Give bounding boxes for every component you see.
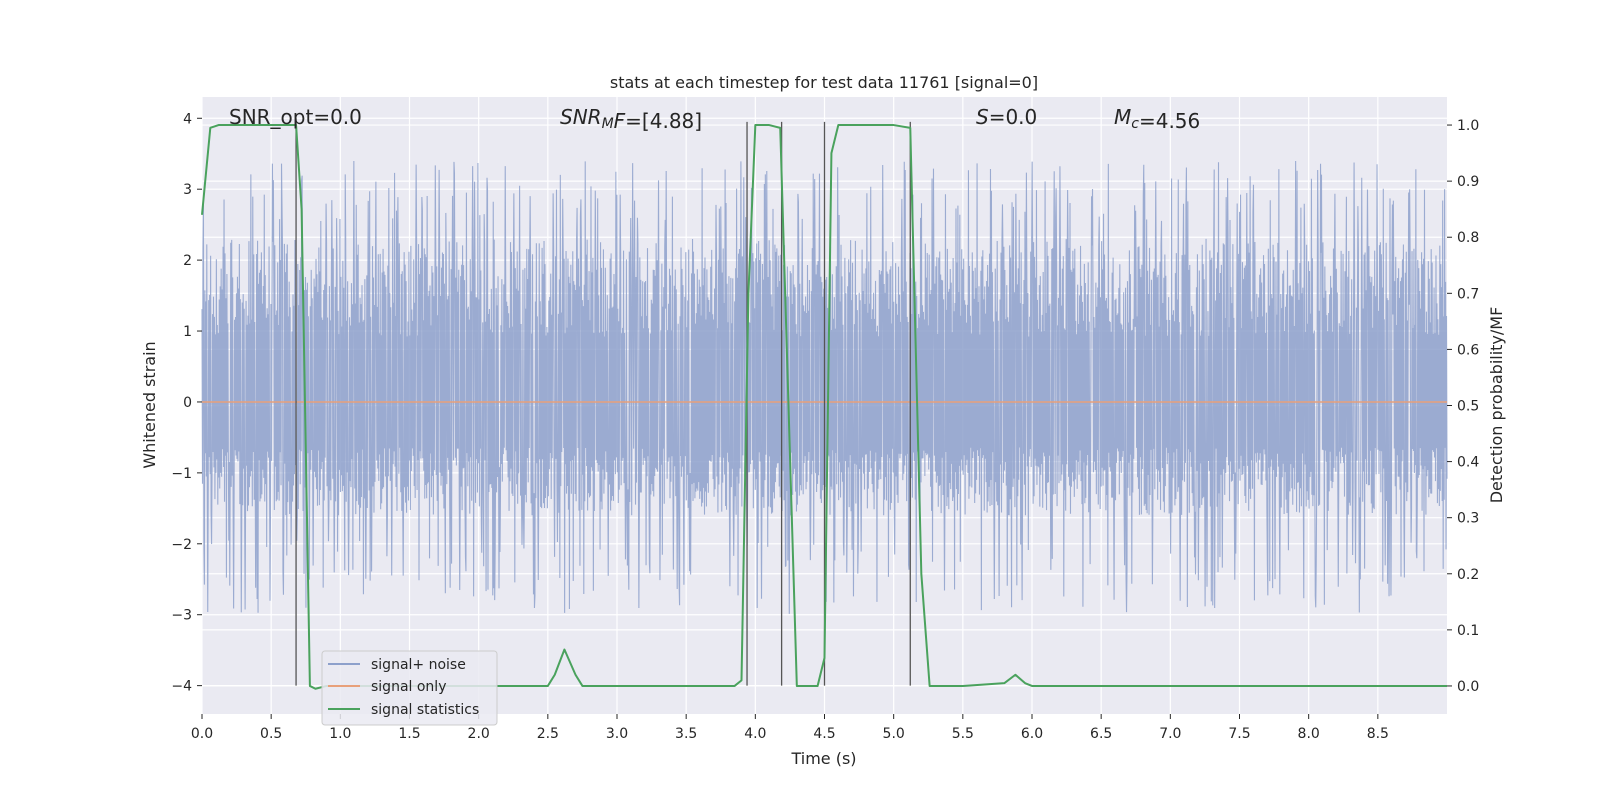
legend-label: signal+ noise	[371, 657, 466, 673]
statistics-series	[201, 124, 1447, 690]
y2-axis-label: Detection probability/MF	[1487, 307, 1506, 504]
annotation-snr-mf: SNRMF=[4.88]	[560, 105, 702, 133]
y-tick-label: 1	[183, 324, 192, 340]
x-tick-label: 2.0	[468, 726, 490, 742]
x-tick-label: 6.5	[1090, 726, 1112, 742]
y2-tick-label: 0.0	[1457, 679, 1479, 695]
y2-tick-label: 0.9	[1457, 174, 1479, 190]
legend: signal+ noise signal only signal statist…	[321, 650, 498, 726]
y-tick-label: 3	[183, 182, 192, 198]
x-tick-label: 2.5	[537, 726, 559, 742]
x-tick-label: 7.0	[1159, 726, 1181, 742]
x-tick-label: 8.0	[1298, 726, 1320, 742]
x-tick-label: 1.0	[329, 726, 351, 742]
y-tick-label: 4	[183, 111, 192, 127]
x-tick-label: 4.5	[813, 726, 835, 742]
legend-box	[321, 650, 498, 726]
x-axis-ticks: 0.0 0.5 1.0 1.5 2.0 2.5 3.0 3.5 4.0 4.5 5.0 5.5 6.0 6…	[191, 714, 1389, 742]
y2-tick-label: 0.1	[1457, 623, 1479, 639]
y-tick-label: −1	[171, 466, 192, 482]
x-tick-label: 3.0	[606, 726, 628, 742]
x-axis-label: Time (s)	[790, 749, 856, 768]
statistics-line	[201, 124, 1447, 690]
annotation-s-stat: S=0.0	[976, 105, 1037, 129]
legend-label: signal only	[371, 679, 446, 695]
x-tick-label: 6.0	[1021, 726, 1043, 742]
x-tick-label: 7.5	[1228, 726, 1250, 742]
y2-tick-label: 0.6	[1457, 342, 1479, 358]
y2-tick-label: 0.5	[1457, 399, 1479, 415]
y-tick-label: −3	[171, 608, 192, 624]
y2-tick-label: 0.4	[1457, 455, 1479, 471]
y-tick-label: −4	[171, 679, 192, 695]
y2-tick-label: 0.2	[1457, 567, 1479, 583]
y-tick-label: −2	[171, 537, 192, 553]
y2-tick-label: 0.8	[1457, 230, 1479, 246]
x-tick-label: 5.5	[952, 726, 974, 742]
annotation-snr-opt: SNR_opt=0.0	[229, 105, 362, 129]
x-tick-label: 0.5	[260, 726, 282, 742]
x-tick-label: 4.0	[744, 726, 766, 742]
y-axis-ticks: 4 3 2 1 0 −1 −2 −3 −4	[171, 111, 202, 695]
annotation-mc: Mc=4.56	[1114, 105, 1200, 133]
x-tick-label: 5.0	[883, 726, 905, 742]
x-tick-label: 8.5	[1367, 726, 1389, 742]
y2-tick-label: 0.3	[1457, 511, 1479, 527]
x-tick-label: 3.5	[675, 726, 697, 742]
x-tick-label: 0.0	[191, 726, 213, 742]
y-tick-label: 2	[183, 253, 192, 269]
y2-tick-label: 0.7	[1457, 286, 1479, 302]
y-tick-label: 0	[183, 395, 192, 411]
legend-label: signal statistics	[371, 702, 479, 718]
chart-title: stats at each timestep for test data 117…	[610, 73, 1038, 92]
annotations: SNR_opt=0.0 SNRMF=[4.88] S=0.0 Mc=4.56	[229, 105, 1200, 133]
y2-axis-ticks: 1.0 0.9 0.8 0.7 0.6 0.5 0.4 0.3 0.2 0.1 0.0	[1447, 118, 1479, 695]
y2-tick-label: 1.0	[1457, 118, 1479, 134]
x-tick-label: 1.5	[398, 726, 420, 742]
y-axis-label: Whitened strain	[140, 341, 159, 468]
